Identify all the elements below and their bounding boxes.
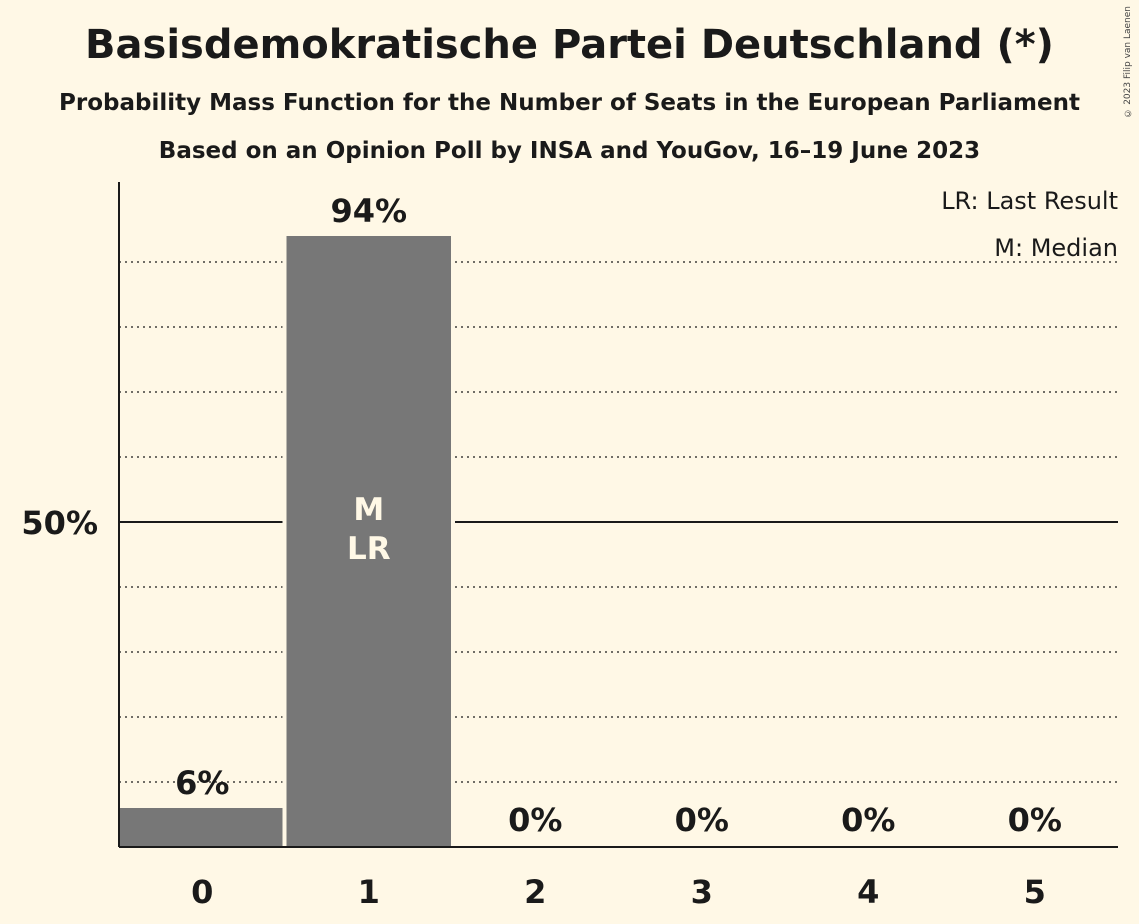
x-tick-label: 2 <box>524 873 546 911</box>
bar-layer <box>116 233 455 847</box>
axis-layer: 50% 0 1 2 3 4 5 <box>21 182 1118 911</box>
bar <box>286 236 451 847</box>
legend-median: M: Median <box>994 234 1118 262</box>
x-tick-label: 5 <box>1024 873 1046 911</box>
bar-value-label: 94% <box>330 192 407 230</box>
bar-value-label: 0% <box>1008 801 1062 839</box>
bar-value-label: 6% <box>175 764 229 802</box>
bar-value-label: 0% <box>841 801 895 839</box>
bar <box>120 808 285 847</box>
x-tick-label: 1 <box>358 873 380 911</box>
x-tick-label: 4 <box>857 873 879 911</box>
x-tick-label: 3 <box>691 873 713 911</box>
bar-annotation: LR <box>347 531 391 567</box>
bar-annotation: M <box>353 492 384 528</box>
chart-title: Basisdemokratische Partei Deutschland (*… <box>85 22 1054 68</box>
grid-layer <box>119 261 1118 783</box>
chart-source: Based on an Opinion Poll by INSA and You… <box>158 138 981 164</box>
bar-value-label: 0% <box>508 801 562 839</box>
x-tick-label: 0 <box>191 873 213 911</box>
y-tick-label: 50% <box>21 504 98 542</box>
legend-last-result: LR: Last Result <box>941 187 1118 215</box>
chart-subtitle: Probability Mass Function for the Number… <box>59 90 1080 116</box>
bar-value-label: 0% <box>675 801 729 839</box>
label-layer: 6% 94% 0% 0% 0% 0% MLR <box>175 192 1062 839</box>
